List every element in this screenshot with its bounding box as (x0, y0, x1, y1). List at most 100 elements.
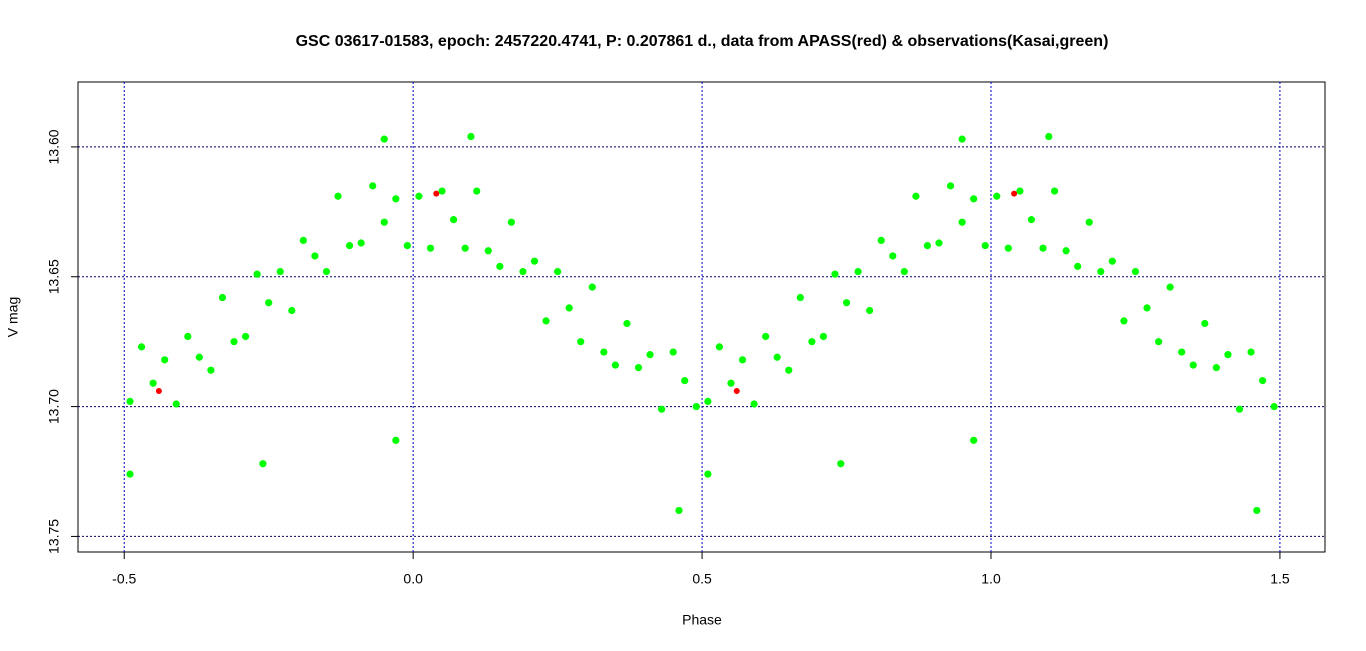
data-point (623, 319, 631, 328)
data-point (796, 293, 804, 302)
data-point (854, 267, 862, 276)
data-point (299, 236, 307, 244)
data-point (253, 270, 261, 278)
data-point (149, 379, 157, 387)
data-point (738, 356, 747, 364)
data-point (819, 332, 828, 341)
data-point (519, 267, 527, 276)
data-point (155, 388, 162, 395)
data-point (681, 377, 689, 385)
data-point (461, 244, 469, 252)
data-point (733, 388, 740, 395)
data-point (727, 379, 735, 387)
data-point (923, 241, 932, 250)
data-point (1253, 506, 1261, 515)
data-point (958, 218, 966, 226)
data-point (392, 436, 400, 444)
data-point (1004, 244, 1012, 252)
data-point (1247, 348, 1255, 356)
x-tick-label: -0.5 (112, 571, 136, 587)
data-point (1270, 402, 1278, 411)
data-point (450, 216, 458, 224)
data-point (981, 241, 989, 250)
y-tick-label: 13.70 (46, 389, 62, 424)
data-point (970, 436, 978, 444)
data-point (1027, 216, 1036, 224)
data-point (1131, 267, 1140, 276)
data-point (195, 353, 203, 361)
y-tick-label: 13.75 (46, 519, 62, 554)
data-point (1062, 247, 1070, 255)
data-point (808, 338, 816, 346)
data-point (380, 218, 388, 226)
data-point (403, 241, 411, 250)
data-point (750, 400, 758, 408)
data-point (646, 351, 654, 359)
data-point (715, 343, 724, 351)
data-point (866, 306, 874, 315)
data-point (322, 267, 331, 276)
data-point (1201, 319, 1209, 328)
data-point (496, 262, 504, 270)
data-point (634, 364, 643, 372)
data-point (1120, 317, 1128, 325)
data-point (1085, 218, 1093, 226)
data-point (507, 218, 515, 226)
data-point (438, 187, 446, 195)
data-point (1011, 190, 1018, 197)
data-point (172, 400, 180, 408)
data-point (554, 267, 562, 276)
data-point (577, 338, 585, 346)
data-point (1039, 244, 1047, 252)
data-point (831, 270, 839, 278)
data-point (785, 366, 793, 374)
data-point (415, 192, 423, 200)
data-point (565, 304, 573, 312)
data-point (126, 397, 134, 405)
data-point (658, 405, 666, 413)
data-point (1074, 262, 1082, 270)
x-axis-label: Phase (682, 612, 722, 628)
chart-title: GSC 03617-01583, epoch: 2457220.4741, P:… (296, 33, 1109, 50)
data-point (484, 247, 492, 255)
data-point (334, 192, 342, 200)
x-tick-label: 0.0 (403, 571, 423, 587)
x-tick-label: 1.5 (1270, 571, 1290, 587)
data-point (542, 317, 550, 325)
data-point (993, 192, 1001, 200)
data-point (1097, 267, 1105, 276)
data-point (1166, 283, 1174, 291)
plot-frame (77, 81, 1326, 553)
data-point (426, 244, 435, 252)
data-point (837, 460, 845, 468)
data-point (611, 361, 620, 369)
data-point (218, 293, 227, 302)
data-point (259, 460, 267, 468)
data-point (380, 135, 388, 143)
data-point (877, 236, 885, 244)
data-point (1045, 132, 1053, 141)
data-point (1108, 257, 1116, 265)
data-point (126, 470, 134, 478)
data-point (530, 257, 539, 265)
data-point (958, 135, 966, 143)
y-tick-label: 13.65 (46, 259, 62, 294)
data-point (433, 190, 440, 197)
data-point (467, 132, 475, 141)
x-tick-label: 0.5 (692, 571, 712, 587)
data-point (207, 366, 215, 374)
data-point (473, 187, 481, 195)
data-point (345, 241, 354, 250)
data-point (1224, 351, 1232, 359)
data-point (1258, 377, 1267, 385)
data-point (1050, 187, 1059, 195)
data-point (1154, 338, 1163, 346)
data-point (704, 397, 712, 405)
data-point (970, 195, 978, 203)
data-point (842, 299, 851, 307)
data-point (1212, 364, 1220, 372)
data-point (265, 299, 273, 307)
data-point (692, 402, 700, 411)
x-tick-label: 1.0 (981, 571, 1001, 587)
